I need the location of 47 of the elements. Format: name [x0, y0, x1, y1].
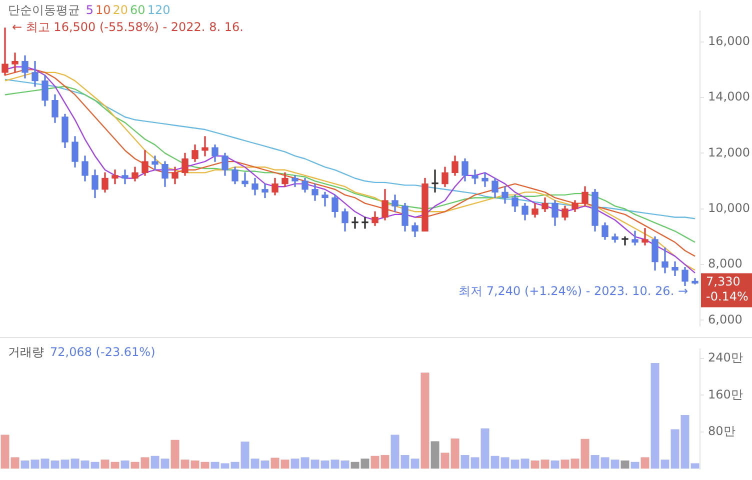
annotation: ← 최고 16,500 (-55.58%) - 2022. 8. 16.	[12, 20, 244, 34]
candlestick	[322, 192, 328, 206]
candlestick	[202, 136, 208, 156]
candlestick	[362, 216, 368, 229]
annotation: 최저 7,240 (+1.24%) - 2023. 10. 26. →	[458, 284, 688, 298]
candlestick	[482, 172, 488, 187]
chart-title: 거래량	[8, 345, 44, 359]
candlestick	[642, 228, 648, 246]
text: 60	[130, 3, 146, 17]
bar	[120, 460, 130, 469]
bar	[630, 462, 640, 469]
text: 5	[86, 3, 94, 17]
candlestick	[432, 170, 438, 192]
y-tick-label: 6,000	[708, 312, 742, 326]
bar	[620, 460, 630, 469]
y-tick-label: 240만	[708, 350, 743, 365]
text: 7,330	[706, 274, 740, 288]
candlestick	[262, 183, 268, 198]
candlestick	[672, 261, 678, 276]
bar	[550, 460, 560, 469]
y-tick-label: 14,000	[708, 90, 750, 104]
candlestick	[152, 156, 158, 170]
y-tick-label: 8,000	[708, 256, 742, 271]
text: 20	[112, 3, 128, 17]
bar	[430, 441, 440, 469]
candlestick	[662, 248, 668, 274]
candlestick	[12, 52, 18, 73]
y-tick-label: 12,000	[708, 145, 750, 160]
candlestick	[112, 170, 118, 184]
y-tick-label: 10,000	[708, 200, 750, 215]
candlestick	[472, 170, 478, 184]
candlestick	[632, 230, 638, 246]
y-tick-label: 80만	[708, 424, 736, 438]
y-tick-label: 160만	[708, 387, 743, 402]
bar	[640, 457, 650, 469]
chart-subtitle: 72,068 (-23.61%)	[50, 345, 156, 359]
y-tick-label: 16,000	[708, 34, 750, 48]
candlestick	[2, 28, 8, 76]
candlestick	[352, 216, 358, 229]
bar	[420, 372, 430, 469]
candlestick	[242, 172, 248, 187]
text: 10	[95, 3, 111, 17]
legend-title: 단순이동평균	[8, 3, 81, 17]
text: 120	[147, 3, 170, 17]
text: -0.14%	[706, 289, 748, 304]
candlestick	[622, 236, 628, 246]
candlestick	[122, 170, 128, 184]
